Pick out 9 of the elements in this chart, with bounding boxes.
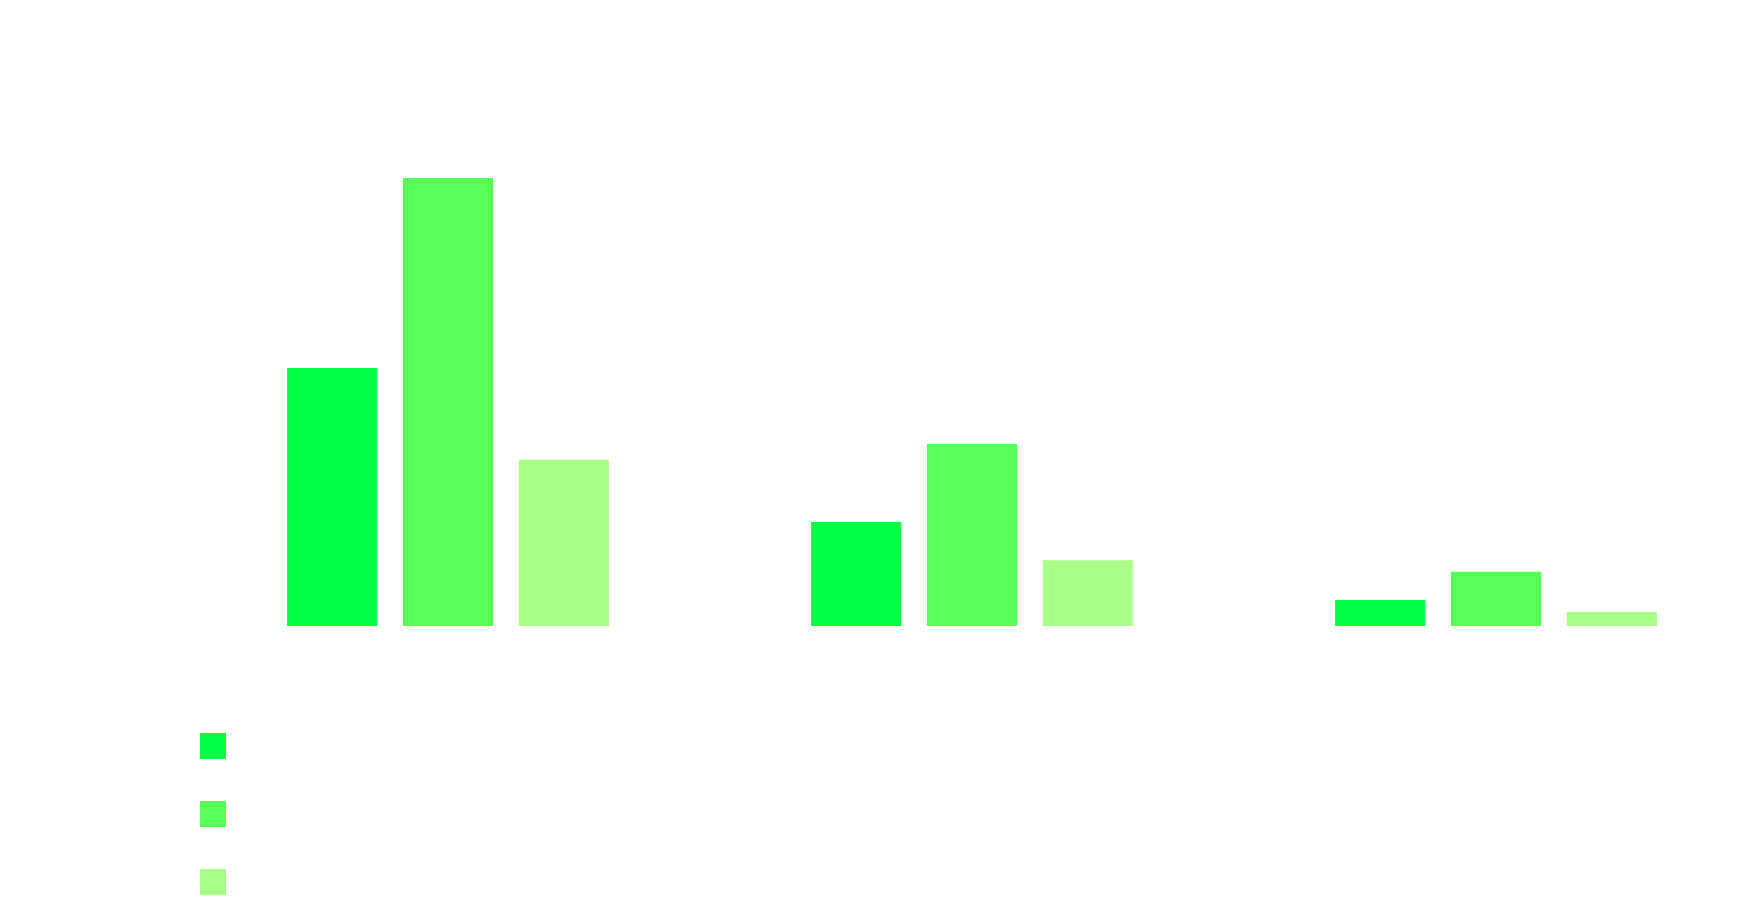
bar [926,444,1018,626]
bar [811,522,902,626]
bar [1042,560,1133,626]
bar [1450,571,1542,626]
bar [1335,600,1426,626]
bar [287,367,378,626]
bar [1566,612,1657,626]
bar [402,178,494,626]
bar [518,459,609,626]
